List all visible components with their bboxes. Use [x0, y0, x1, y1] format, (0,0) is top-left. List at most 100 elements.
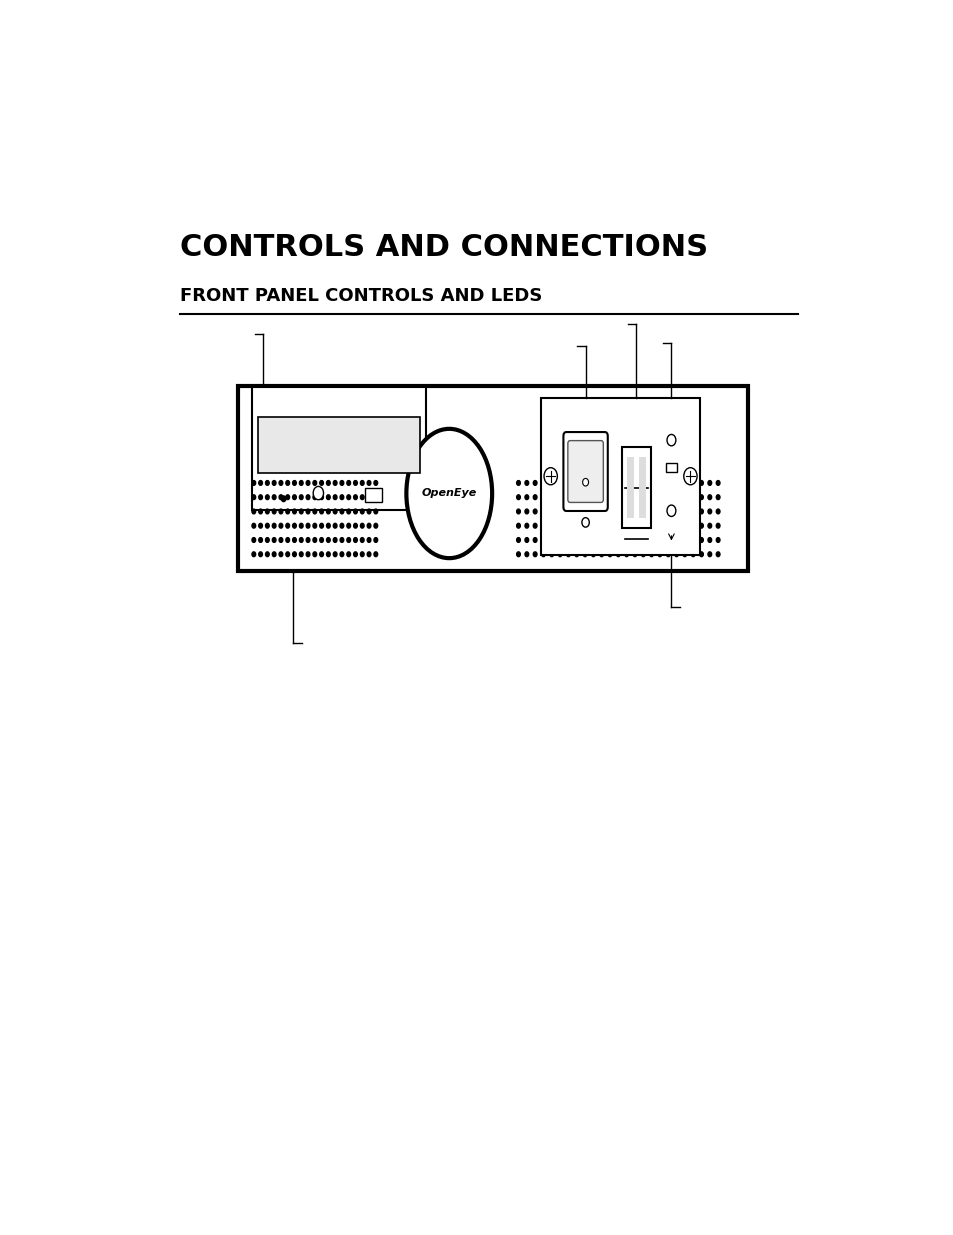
Circle shape [354, 537, 357, 542]
Circle shape [549, 480, 553, 485]
Circle shape [549, 524, 553, 529]
Circle shape [649, 552, 653, 557]
Circle shape [707, 537, 711, 542]
Circle shape [665, 509, 669, 514]
Circle shape [575, 552, 578, 557]
Circle shape [313, 537, 316, 542]
Circle shape [360, 480, 364, 485]
Circle shape [354, 509, 357, 514]
Circle shape [575, 509, 578, 514]
Circle shape [666, 505, 675, 516]
Circle shape [252, 495, 255, 500]
Circle shape [354, 480, 357, 485]
Circle shape [347, 537, 350, 542]
Circle shape [665, 480, 669, 485]
Circle shape [541, 495, 545, 500]
Circle shape [306, 480, 310, 485]
Circle shape [374, 524, 377, 529]
Circle shape [699, 480, 702, 485]
Circle shape [633, 537, 637, 542]
Circle shape [599, 524, 603, 529]
Circle shape [707, 552, 711, 557]
Circle shape [293, 524, 296, 529]
Circle shape [558, 552, 561, 557]
Circle shape [558, 509, 561, 514]
Circle shape [699, 509, 702, 514]
Circle shape [299, 552, 303, 557]
Circle shape [265, 524, 269, 529]
Circle shape [293, 509, 296, 514]
Circle shape [354, 552, 357, 557]
Circle shape [299, 495, 303, 500]
Circle shape [707, 524, 711, 529]
Circle shape [524, 537, 528, 542]
Circle shape [541, 537, 545, 542]
Circle shape [658, 552, 661, 557]
Circle shape [333, 524, 336, 529]
Circle shape [517, 537, 519, 542]
Circle shape [354, 524, 357, 529]
Circle shape [716, 552, 720, 557]
Circle shape [339, 495, 343, 500]
Circle shape [313, 487, 323, 500]
Circle shape [339, 480, 343, 485]
Circle shape [374, 495, 377, 500]
Circle shape [658, 537, 661, 542]
Circle shape [633, 495, 637, 500]
FancyBboxPatch shape [563, 432, 607, 511]
Circle shape [333, 552, 336, 557]
Circle shape [549, 552, 553, 557]
Circle shape [616, 524, 619, 529]
Circle shape [607, 495, 611, 500]
Circle shape [360, 537, 364, 542]
Circle shape [582, 509, 586, 514]
Circle shape [326, 480, 330, 485]
Circle shape [279, 509, 282, 514]
Circle shape [624, 509, 628, 514]
Circle shape [674, 524, 678, 529]
Circle shape [339, 552, 343, 557]
Circle shape [306, 495, 310, 500]
Circle shape [265, 509, 269, 514]
Circle shape [566, 537, 570, 542]
Circle shape [541, 509, 545, 514]
Circle shape [374, 509, 377, 514]
Circle shape [707, 509, 711, 514]
Circle shape [691, 495, 695, 500]
Circle shape [272, 509, 275, 514]
Bar [258, 417, 419, 473]
Text: OpenEye: OpenEye [421, 489, 476, 499]
Circle shape [566, 509, 570, 514]
Circle shape [658, 524, 661, 529]
Circle shape [649, 524, 653, 529]
Circle shape [524, 495, 528, 500]
Circle shape [624, 537, 628, 542]
Circle shape [699, 552, 702, 557]
Circle shape [319, 480, 323, 485]
Circle shape [258, 524, 262, 529]
Circle shape [252, 524, 255, 529]
Circle shape [306, 552, 310, 557]
Circle shape [313, 509, 316, 514]
Circle shape [691, 537, 695, 542]
Circle shape [533, 537, 537, 542]
Circle shape [286, 509, 290, 514]
Circle shape [582, 478, 588, 487]
Circle shape [319, 537, 323, 542]
Circle shape [299, 480, 303, 485]
Circle shape [616, 495, 619, 500]
Circle shape [279, 495, 282, 500]
Circle shape [591, 480, 595, 485]
Circle shape [582, 552, 586, 557]
Bar [626, 457, 634, 519]
Circle shape [566, 495, 570, 500]
Circle shape [683, 468, 697, 485]
Circle shape [666, 435, 675, 446]
Circle shape [333, 480, 336, 485]
Circle shape [699, 537, 702, 542]
Circle shape [272, 495, 275, 500]
Circle shape [707, 495, 711, 500]
Circle shape [293, 537, 296, 542]
Circle shape [558, 524, 561, 529]
Circle shape [281, 496, 286, 501]
